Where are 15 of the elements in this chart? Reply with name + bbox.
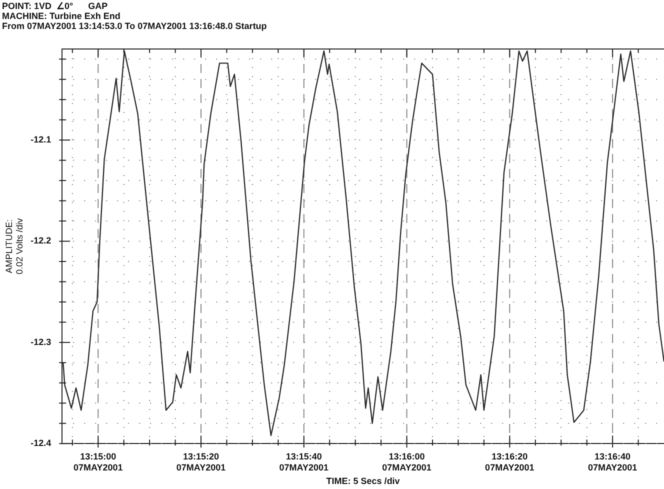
x-tick-label: 13:16:00 07MAY2001 [382,451,432,472]
x-axis-title: TIME: 5 Secs /div [326,476,400,486]
y-tick-label: -12.4 [30,438,52,448]
y-axis-title: AMPLITUDE: 0.02 Volts /div [4,218,25,274]
chart-subtitle: MACHINE: Turbine Exh End [2,11,122,21]
text: From 07MAY2001 13:14:53.0 To 07MAY2001 13:16:48.0 Startup [2,21,267,31]
y-tick-label: -12.3 [30,336,52,347]
y-tick-label: -12.1 [30,134,52,145]
x-tick-label: 13:15:20 07MAY2001 [176,451,226,472]
x-tick-label: 13:15:00 07MAY2001 [74,451,123,472]
x-tick-label: 13:16:20 07MAY2001 [485,451,534,472]
y-tick-label: -12.2 [30,236,52,246]
x-tick-label: 13:16:40 07MAY2001 [588,451,638,472]
x-tick-label: 13:15:40 07MAY2001 [279,451,329,472]
chart-title: POINT: 1VD ∠0° GAP [2,1,109,11]
